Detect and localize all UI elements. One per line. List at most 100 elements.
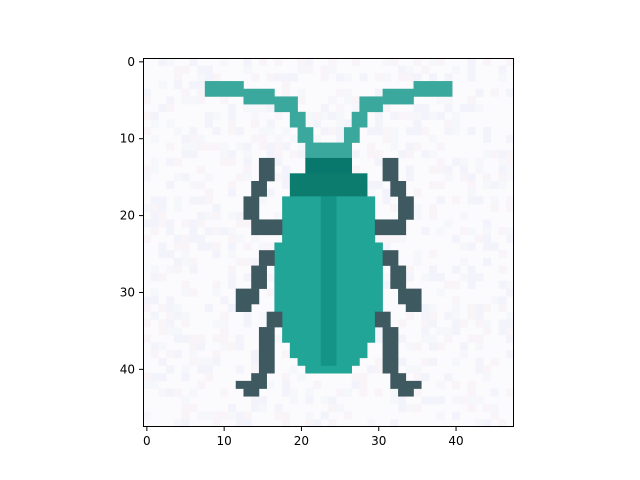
noise-pixel: [274, 150, 283, 159]
beetle-antenna-block: [274, 96, 298, 113]
noise-pixel: [258, 242, 267, 251]
noise-pixel: [220, 319, 229, 328]
noise-pixel: [212, 334, 221, 343]
noise-pixel: [173, 419, 182, 428]
noise-pixel: [413, 403, 422, 412]
noise-pixel: [359, 73, 368, 82]
noise-pixel: [181, 150, 190, 159]
noise-pixel: [212, 280, 221, 289]
noise-pixel: [228, 304, 237, 312]
noise-pixel: [297, 373, 306, 382]
noise-pixel: [320, 127, 329, 136]
noise-pixel: [382, 280, 391, 289]
noise-pixel: [390, 396, 399, 405]
noise-pixel: [189, 257, 198, 266]
noise-pixel: [181, 373, 190, 382]
noise-pixel: [483, 134, 492, 143]
noise-pixel: [197, 181, 206, 189]
noise-pixel: [483, 304, 492, 312]
noise-pixel: [421, 111, 430, 120]
noise-pixel: [181, 250, 190, 259]
noise-pixel: [243, 58, 252, 66]
noise-pixel: [173, 234, 182, 243]
noise-pixel: [467, 273, 476, 282]
noise-pixel: [143, 127, 152, 136]
noise-pixel: [173, 196, 182, 205]
noise-pixel: [428, 211, 438, 220]
noise-pixel: [289, 396, 298, 405]
noise-pixel: [390, 234, 399, 243]
noise-pixel: [475, 334, 484, 343]
noise-pixel: [212, 73, 221, 82]
noise-pixel: [220, 411, 229, 420]
noise-pixel: [266, 127, 275, 136]
noise-pixel: [506, 173, 515, 182]
noise-pixel: [452, 234, 461, 243]
noise-pixel: [452, 304, 461, 312]
noise-pixel: [490, 403, 499, 412]
noise-pixel: [282, 411, 291, 420]
noise-pixel: [189, 134, 198, 143]
noise-pixel: [158, 196, 167, 205]
noise-pixel: [382, 73, 391, 82]
noise-pixel: [181, 257, 190, 266]
noise-pixel: [374, 181, 383, 189]
noise-pixel: [374, 327, 383, 336]
noise-pixel: [328, 96, 337, 105]
noise-pixel: [436, 411, 445, 420]
noise-pixel: [483, 127, 492, 136]
noise-pixel: [436, 342, 445, 351]
noise-pixel: [282, 181, 291, 189]
noise-pixel: [467, 65, 476, 74]
noise-pixel: [289, 365, 298, 374]
noise-pixel: [444, 280, 453, 289]
noise-pixel: [506, 388, 515, 397]
beetle-antenna-block: [305, 142, 352, 159]
noise-pixel: [374, 157, 383, 166]
noise-pixel: [166, 365, 175, 374]
noise-pixel: [197, 334, 206, 343]
noise-pixel: [266, 150, 275, 159]
noise-pixel: [166, 327, 175, 336]
noise-pixel: [428, 150, 438, 159]
noise-pixel: [475, 165, 484, 174]
noise-pixel: [228, 104, 237, 113]
noise-pixel: [143, 96, 152, 105]
noise-pixel: [367, 150, 376, 159]
noise-pixel: [490, 88, 499, 97]
x-tick-label: 40: [448, 434, 463, 448]
noise-pixel: [475, 396, 484, 405]
noise-pixel: [467, 58, 476, 66]
noise-pixel: [228, 211, 237, 220]
noise-pixel: [181, 242, 190, 251]
noise-pixel: [413, 250, 422, 259]
noise-pixel: [197, 81, 206, 90]
noise-pixel: [189, 96, 198, 105]
noise-pixel: [235, 342, 244, 351]
noise-pixel: [243, 257, 252, 266]
noise-pixel: [282, 380, 291, 389]
noise-pixel: [452, 380, 461, 389]
noise-pixel: [405, 111, 414, 120]
noise-pixel: [305, 388, 314, 397]
noise-pixel: [181, 319, 190, 328]
noise-pixel: [436, 380, 445, 389]
beetle-legs-block: [258, 250, 275, 266]
noise-pixel: [483, 365, 492, 374]
noise-pixel: [305, 419, 314, 428]
noise-pixel: [421, 227, 430, 236]
noise-pixel: [467, 396, 476, 405]
noise-pixel: [181, 134, 190, 143]
noise-pixel: [274, 111, 283, 120]
noise-pixel: [452, 265, 461, 274]
noise-pixel: [204, 242, 213, 251]
noise-pixel: [452, 280, 461, 289]
beetle-legs-block: [398, 388, 414, 397]
noise-pixel: [498, 319, 507, 328]
noise-pixel: [421, 334, 430, 343]
noise-pixel: [220, 150, 229, 159]
noise-pixel: [452, 327, 461, 336]
noise-pixel: [274, 73, 283, 82]
noise-pixel: [506, 334, 515, 343]
noise-pixel: [428, 342, 438, 351]
